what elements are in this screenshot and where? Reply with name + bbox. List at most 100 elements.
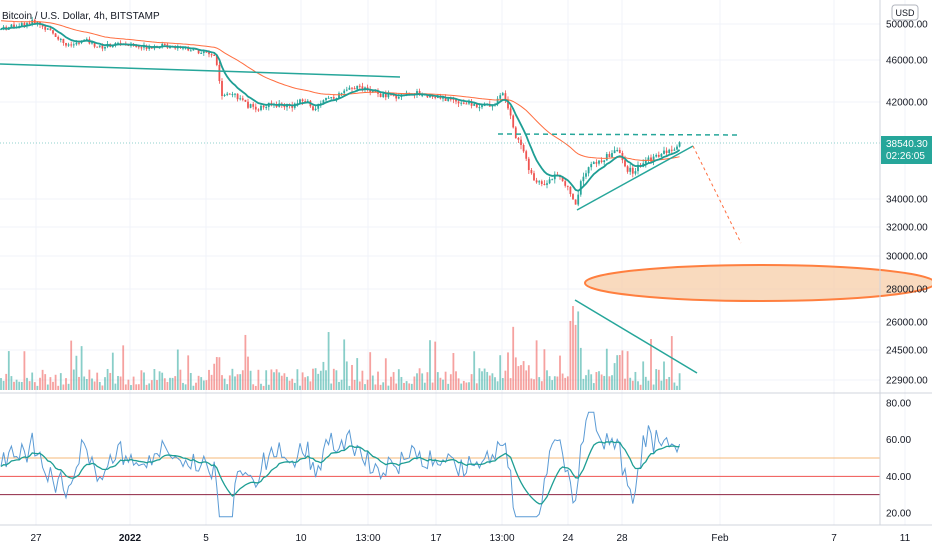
volume-bar [322, 361, 325, 390]
price-axis[interactable]: 50000.00 46000.00 42000.00 34000.00 32000.00… [879, 0, 928, 525]
volume-bar [418, 368, 421, 390]
volume-bar [296, 369, 299, 390]
volume-bar [436, 372, 439, 390]
volume-bar [413, 376, 416, 390]
price-tick-label: 34000.00 [886, 195, 928, 206]
candle-body [483, 105, 486, 107]
volume-bar [616, 355, 619, 390]
candle-body [91, 42, 93, 44]
candle-body [670, 149, 673, 151]
volume-bar [377, 371, 379, 390]
volume-bar [72, 369, 75, 390]
time-tick-label: 10 [295, 533, 307, 544]
volume-bar [345, 361, 348, 390]
volume-bar [325, 370, 327, 390]
volume-bar [494, 377, 496, 390]
volume-bar [260, 383, 262, 390]
candle-body [665, 150, 668, 153]
candle-body [335, 97, 338, 99]
volume-bar [382, 382, 385, 390]
price-tick-label: 24500.00 [886, 346, 928, 357]
volume-bar [293, 382, 296, 390]
volume-bar [663, 361, 665, 390]
volume-bar [605, 348, 608, 390]
volume-bar [592, 383, 595, 390]
volume-bar [169, 377, 171, 390]
volume-bar [637, 381, 639, 390]
volume-bar [20, 381, 23, 390]
volume-bar [52, 381, 54, 390]
candle-body [637, 164, 639, 172]
candle-body [624, 160, 626, 167]
volume-bar [257, 369, 260, 390]
volume-bar [156, 380, 158, 390]
volume-bar [197, 375, 200, 390]
candle-body [200, 52, 203, 54]
candle-body [148, 47, 151, 49]
volume-bar [525, 370, 528, 390]
time-tick-label: 11 [900, 533, 911, 544]
candle-body [382, 93, 385, 97]
volume-bar [288, 380, 291, 390]
candle-body [234, 93, 236, 95]
candle-body [41, 24, 44, 27]
time-axis[interactable]: 27 2022 5 10 13:00 17 13:00 24 28 Feb 7 11 [0, 524, 932, 544]
volume-bar [530, 378, 533, 390]
volume-bar [634, 371, 637, 390]
volume-bar [421, 373, 424, 390]
volume-bar [5, 373, 8, 390]
candle-body [44, 26, 47, 30]
candle-body [356, 85, 359, 90]
candle-body [442, 96, 444, 99]
volume-bar [475, 383, 478, 390]
candle-body [491, 105, 494, 107]
volume-bar [657, 369, 660, 390]
rsi-pane [0, 392, 932, 518]
volume-bar [2, 380, 5, 390]
volume-bar [57, 385, 60, 390]
candle-body [140, 47, 143, 49]
volume-bar [166, 381, 169, 390]
volume-bar [660, 380, 663, 390]
volume-bar [416, 373, 418, 390]
volume-bar [585, 375, 587, 390]
candle-body [598, 160, 600, 164]
volume-bar [442, 379, 444, 390]
candle-body [668, 149, 671, 153]
drawings [0, 63, 880, 374]
candle-body [78, 42, 80, 44]
bar-countdown: 02:26:05 [886, 151, 925, 162]
volume-bar [366, 379, 369, 390]
candle-body [247, 101, 249, 108]
candle-body [449, 98, 452, 100]
volume-bar [400, 376, 403, 390]
candle-body [244, 99, 247, 102]
candle-body [215, 55, 218, 65]
candle-body [36, 21, 39, 24]
price-tick-label: 46000.00 [886, 56, 928, 67]
candle-body [530, 170, 533, 174]
candle-body [507, 99, 509, 109]
volume-bar [158, 371, 161, 390]
volume-bar [221, 375, 223, 390]
volume-bar [626, 351, 629, 390]
volume-bar [267, 384, 270, 390]
candle-body [569, 186, 572, 195]
candle-body [23, 23, 26, 26]
volume-bar [213, 363, 216, 390]
volume-bar [608, 376, 611, 390]
volume-bar [189, 372, 192, 390]
candle-body [538, 181, 541, 183]
candle-body [553, 174, 556, 180]
candle-body [470, 101, 473, 106]
candle-body [592, 162, 595, 165]
candle-body [468, 101, 470, 104]
candle-body [213, 54, 216, 56]
candle-body [590, 164, 593, 168]
currency-button[interactable]: USD [891, 4, 919, 21]
candle-body [462, 102, 465, 104]
rsi-line [0, 411, 681, 518]
volume-bar [351, 364, 353, 390]
volume-bar [582, 378, 585, 390]
